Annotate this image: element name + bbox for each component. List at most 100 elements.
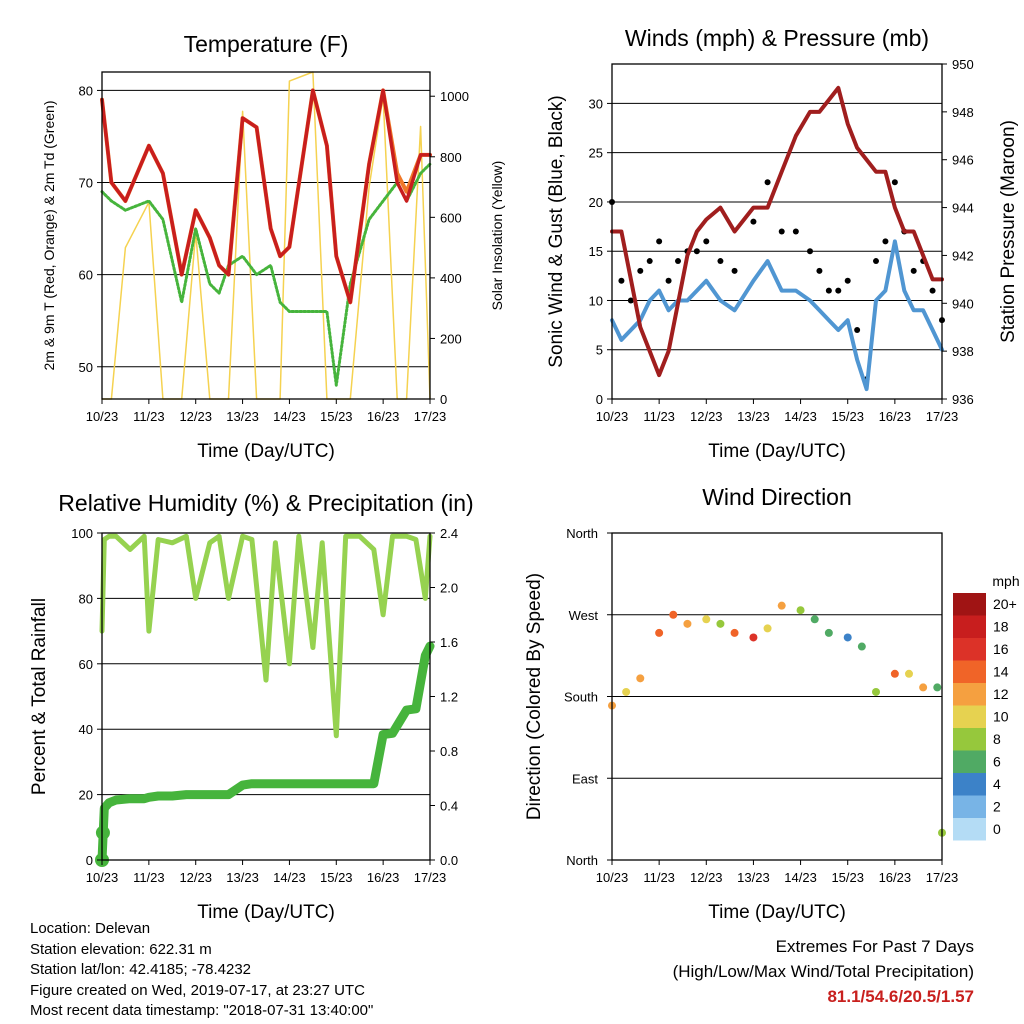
colorbar-swatch [953, 705, 986, 728]
x-tick-label: 10/23 [596, 870, 629, 885]
y2-tick-label: 948 [952, 105, 974, 120]
x-tick-label: 11/23 [643, 870, 675, 885]
direction-point [763, 624, 772, 633]
gust-point [665, 277, 672, 284]
location-text: Location: Delevan [30, 920, 151, 937]
direction-point [683, 619, 692, 628]
y-tick-label: 100 [71, 526, 93, 541]
colorbar-swatch [953, 750, 986, 773]
x-tick-label: 15/23 [320, 870, 353, 885]
x-tick-label: 15/23 [831, 870, 864, 885]
gust-point [825, 287, 832, 294]
extremes-subtitle: (High/Low/Max Wind/Total Precipitation) [672, 962, 974, 981]
gust-point [656, 238, 663, 245]
y-tick-label: 50 [79, 360, 93, 375]
colorbar-swatch [953, 615, 986, 638]
y2-tick-label: 0.8 [440, 744, 458, 759]
y2-tick-label: 0 [440, 392, 447, 407]
created-text: Figure created on Wed, 2019-07-17, at 23… [30, 981, 365, 999]
colorbar-swatch [953, 773, 986, 796]
gust-point [618, 277, 625, 284]
precip-point [95, 825, 110, 840]
x-tick-label: 17/23 [414, 870, 447, 885]
gust-point [731, 267, 738, 274]
colorbar-swatch [953, 638, 986, 661]
plot-frame [101, 71, 431, 400]
x-tick-label: 17/23 [926, 409, 959, 424]
y2-tick-label: 950 [952, 57, 974, 72]
series-line-precipitation [97, 641, 435, 865]
x-tick-label: 13/23 [226, 409, 259, 424]
y-tick-label: 80 [79, 591, 93, 606]
y2-tick-label: 944 [952, 201, 974, 216]
gust-point [750, 218, 757, 225]
x-tick-label: 10/23 [86, 870, 119, 885]
panel-3: Wind Direction mph 20+ 18 16 14 12 10 8 6 4 2 0 North… [524, 484, 1020, 923]
x-tick-label: 16/23 [367, 870, 400, 885]
y-tick-label: South [564, 690, 598, 705]
extremes-title: Extremes For Past 7 Days [775, 937, 974, 956]
chart-title: Winds (mph) & Pressure (mb) [625, 25, 929, 51]
gust-point [627, 297, 634, 304]
y2-tick-label: 2.4 [440, 526, 458, 541]
y2-tick-label: 1.6 [440, 635, 458, 650]
direction-point [622, 687, 631, 696]
direction-point [857, 642, 866, 651]
extremes-box: Extremes For Past 7 Days (High/Low/Max W… [673, 934, 974, 1009]
panel-0: Temperature (F)5060708002004006008001000… [41, 31, 505, 462]
gust-point [816, 267, 823, 274]
series-line-2m-td [100, 162, 432, 387]
gust-point [882, 238, 889, 245]
y2-tick-label: 938 [952, 344, 974, 359]
x-tick-label: 14/23 [784, 409, 817, 424]
x-tick-label: 12/23 [690, 870, 723, 885]
y-tick-label: 10 [589, 293, 603, 308]
y2-tick-label: 942 [952, 248, 974, 263]
x-tick-label: 16/23 [879, 409, 912, 424]
direction-point [702, 615, 711, 624]
x-tick-label: 14/23 [784, 870, 817, 885]
y-tick-label: 70 [79, 176, 93, 191]
direction-point [905, 669, 913, 678]
latlon-text: Station lat/lon: 42.4185; -78.4232 [30, 961, 252, 978]
gust-point [792, 228, 799, 235]
direction-point [636, 674, 645, 683]
colorbar-label: 6 [993, 754, 1001, 770]
station-info: Location: Delevan Station elevation: 622… [30, 919, 373, 1022]
x-tick-label: 13/23 [737, 409, 770, 424]
chart-title: Temperature (F) [184, 31, 349, 57]
colorbar-swatch [953, 728, 986, 751]
y2-tick-label: 2.0 [440, 581, 458, 596]
y-axis-label: Percent & Total Rainfall [29, 598, 50, 795]
direction-point [824, 628, 833, 637]
y2-axis-label: Solar Insolation (Yellow) [489, 161, 505, 311]
y-axis-label: 2m & 9m T (Red, Orange) & 2m Td (Green) [41, 101, 57, 371]
gust-point [835, 287, 842, 294]
y2-tick-label: 940 [952, 296, 974, 311]
y-tick-label: 20 [589, 195, 603, 210]
gust-point [703, 238, 710, 245]
y-axis-label: Direction (Colored By Speed) [524, 573, 545, 820]
y-tick-label: 0 [596, 392, 603, 407]
gust-point [693, 248, 700, 255]
y-tick-label: 15 [589, 244, 603, 259]
direction-point [716, 619, 725, 628]
colorbar-label: 8 [993, 731, 1001, 747]
direction-point [796, 606, 805, 615]
y-tick-label: 30 [589, 96, 603, 111]
colorbar-label: 2 [993, 799, 1001, 815]
colorbar-label: 4 [993, 776, 1001, 792]
series-line-rh [99, 533, 433, 739]
series-line-solar-insolation [101, 71, 431, 400]
colorbar-label: 20+ [993, 596, 1017, 612]
y-axis-label: Sonic Wind & Gust (Blue, Black) [546, 95, 567, 367]
y-tick-label: North [566, 526, 598, 541]
y2-tick-label: 1.2 [440, 690, 458, 705]
x-tick-label: 12/23 [690, 409, 723, 424]
y2-tick-label: 936 [952, 392, 974, 407]
colorbar-label: 10 [993, 709, 1009, 725]
x-tick-label: 11/23 [133, 409, 165, 424]
colorbar: mph 20+ 18 16 14 12 10 8 6 4 2 0 [953, 573, 1020, 841]
y-tick-label: 5 [596, 343, 603, 358]
